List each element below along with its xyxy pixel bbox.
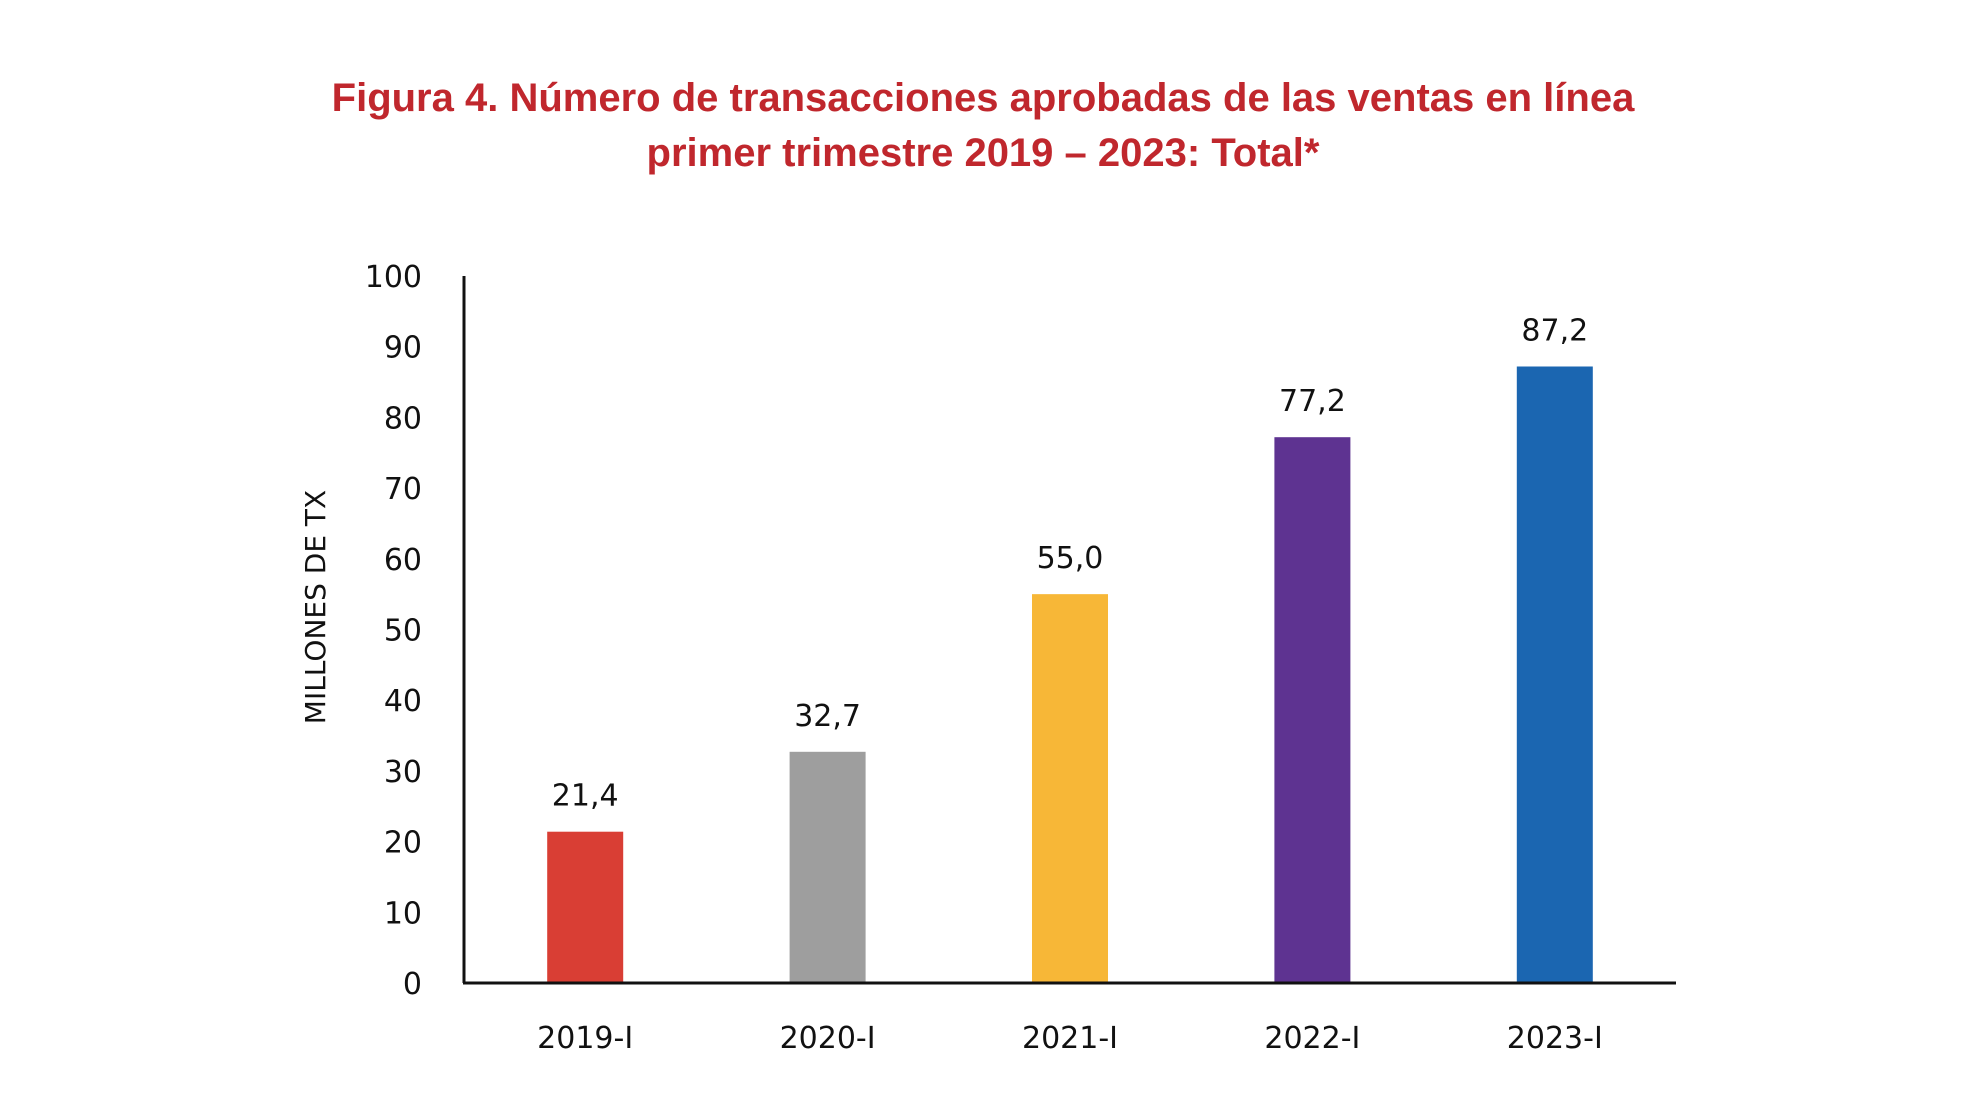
x-tick-label: 2021-I <box>1022 1021 1118 1056</box>
y-axis-label: MILLONES DE TX <box>299 490 332 724</box>
bar-2019-I <box>547 831 624 983</box>
data-label: 77,2 <box>1279 384 1346 419</box>
y-tick-label: 10 <box>384 896 422 931</box>
chart-title-line2: primer trimestre 2019 – 2023: Total* <box>646 131 1320 175</box>
bar-2023-I <box>1516 366 1593 984</box>
x-tick-label: 2020-I <box>780 1021 876 1056</box>
y-tick-label: 70 <box>384 472 422 507</box>
y-tick-label: 0 <box>403 967 422 1002</box>
bar-2022-I <box>1274 437 1351 983</box>
data-label: 87,2 <box>1521 313 1588 348</box>
x-tick-label: 2022-I <box>1264 1021 1360 1056</box>
data-label: 55,0 <box>1037 541 1104 576</box>
y-tick-label: 20 <box>384 826 422 861</box>
bar-2020-I <box>789 751 866 983</box>
y-tick-label: 40 <box>384 684 422 719</box>
chart-title-line1: Figura 4. Número de transacciones aproba… <box>331 76 1635 120</box>
y-tick-label: 90 <box>384 331 422 366</box>
x-tick-label: 2019-I <box>537 1021 633 1056</box>
y-tick-label: 80 <box>384 401 422 436</box>
y-tick-label: 100 <box>365 260 422 295</box>
bar-2021-I <box>1032 594 1108 983</box>
data-label: 32,7 <box>794 699 861 734</box>
y-tick-label: 50 <box>384 614 422 649</box>
y-tick-label: 60 <box>384 543 422 578</box>
data-label: 21,4 <box>552 779 619 814</box>
y-tick-label: 30 <box>384 755 422 790</box>
x-tick-label: 2023-I <box>1507 1021 1603 1056</box>
